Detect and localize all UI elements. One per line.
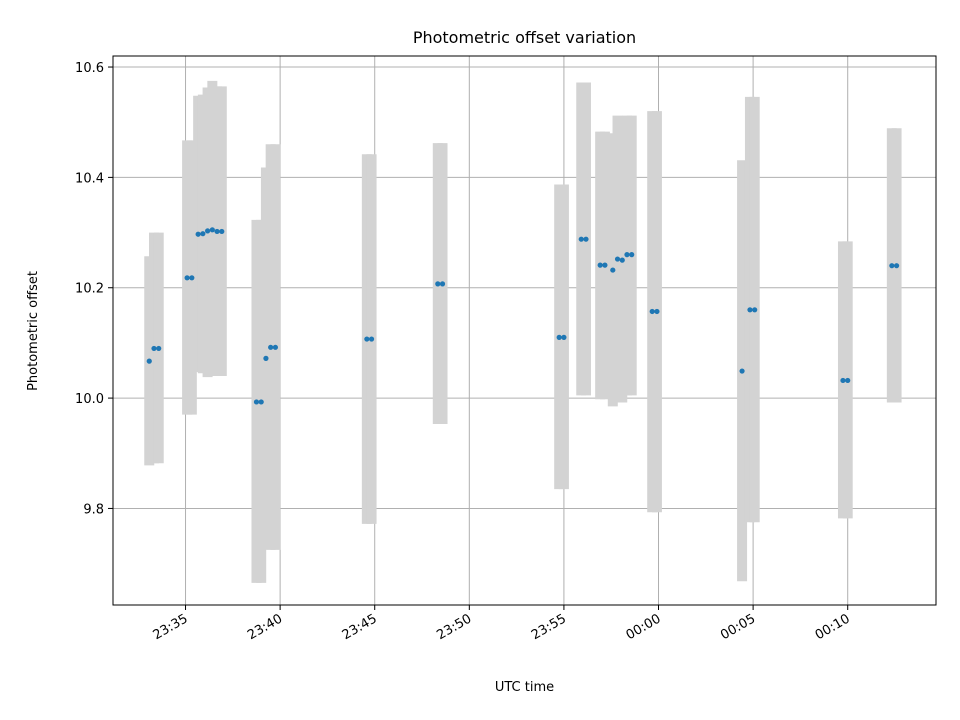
data-point <box>219 228 225 235</box>
data-point <box>578 236 584 242</box>
x-tick-label: 00:10 <box>813 611 853 643</box>
data-point <box>583 236 589 242</box>
data-point <box>556 334 562 340</box>
y-axis-ticks: 9.8 10.0 10.2 10.4 10.6 <box>75 61 113 517</box>
y-tick-label: 9.8 <box>83 502 104 517</box>
data-point <box>204 228 211 234</box>
data-point <box>602 262 608 268</box>
grid <box>113 56 936 605</box>
x-tick-label: 23:55 <box>529 611 569 643</box>
data-point <box>146 358 152 364</box>
x-axis-label: UTC time <box>495 680 554 695</box>
data-point <box>649 308 655 315</box>
y-tick-label: 10.6 <box>75 61 104 76</box>
data-point <box>893 263 900 269</box>
x-tick-label: 00:05 <box>718 611 758 643</box>
x-axis-ticks: 23:35 23:40 23:45 23:50 23:55 00:00 00:05 00:10 <box>151 605 853 643</box>
x-tick-label: 00:00 <box>624 611 664 643</box>
data-point <box>272 344 278 350</box>
x-tick-label: 23:50 <box>434 611 474 643</box>
y-tick-label: 10.4 <box>75 171 104 186</box>
x-tick-label: 23:40 <box>245 611 285 643</box>
data-point <box>209 227 215 233</box>
data-point <box>439 281 446 287</box>
data-point <box>195 231 201 237</box>
data-point <box>151 345 157 352</box>
data-point <box>597 262 603 268</box>
x-tick-label: 23:45 <box>340 611 380 643</box>
data-point <box>435 281 441 287</box>
data-point <box>253 399 260 405</box>
data-point <box>364 336 370 342</box>
x-tick-label: 23:35 <box>151 611 191 643</box>
data-point <box>614 256 621 262</box>
data-point <box>752 307 758 313</box>
y-tick-label: 10.0 <box>75 392 104 407</box>
data-point <box>610 267 616 273</box>
data-point <box>214 228 220 235</box>
data-point <box>624 252 630 258</box>
data-point <box>739 368 745 374</box>
data-point <box>368 336 375 342</box>
data-point <box>189 275 195 281</box>
data-point <box>889 263 895 269</box>
data-point <box>845 377 851 384</box>
data-point <box>263 355 269 361</box>
data-point <box>268 344 274 350</box>
data-point <box>258 399 264 405</box>
data-point <box>200 231 206 237</box>
data-point <box>747 307 753 313</box>
data-point <box>619 257 625 263</box>
data-point <box>156 345 162 352</box>
plot-frame <box>112 55 937 606</box>
data-points <box>146 227 900 405</box>
chart-title: Photometric offset variation <box>413 28 636 47</box>
errorbars <box>144 80 902 583</box>
data-point <box>561 334 567 340</box>
data-point <box>840 377 846 384</box>
data-point <box>184 275 190 281</box>
y-axis-label: Photometric offset <box>26 271 41 391</box>
data-point <box>654 308 660 315</box>
y-tick-label: 10.2 <box>75 282 104 297</box>
data-point <box>629 252 635 258</box>
